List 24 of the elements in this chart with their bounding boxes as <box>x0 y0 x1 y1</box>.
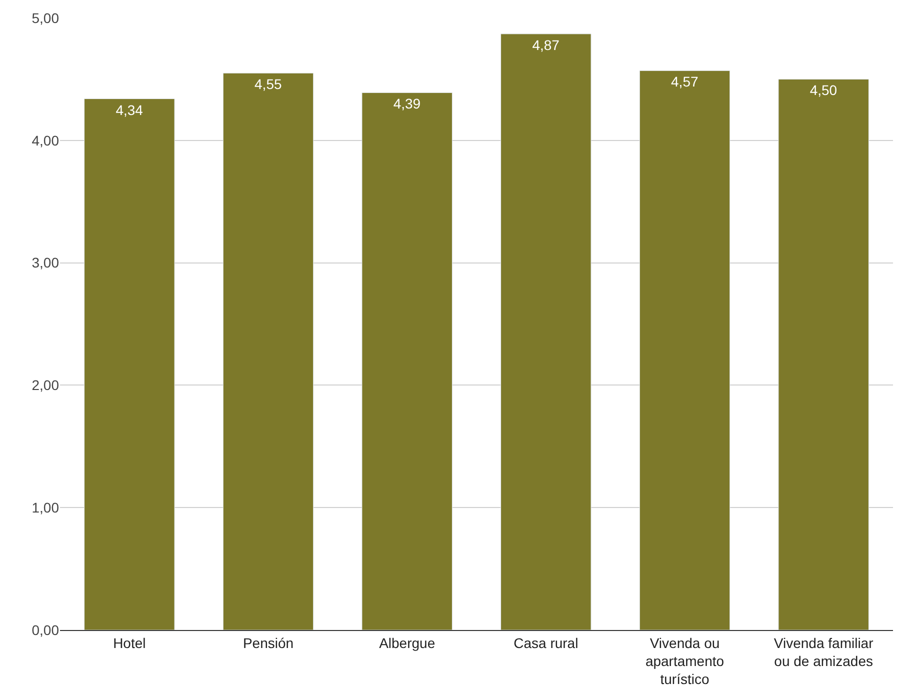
bar <box>778 78 869 630</box>
bar <box>84 98 175 630</box>
y-tick-label: 5,00 <box>32 10 60 26</box>
x-tick-label: Vivenda familiar ou de amizades <box>774 634 874 669</box>
x-tick-label: Casa rural <box>514 634 578 651</box>
y-tick-label: 4,00 <box>32 132 60 148</box>
x-tick-label: Vivenda ou apartamento turístico <box>645 634 724 688</box>
x-tick-label: Hotel <box>113 634 146 651</box>
bar <box>639 70 730 630</box>
data-label: 4,87 <box>532 36 560 53</box>
data-label: 4,34 <box>116 102 144 118</box>
y-tick-label: 2,00 <box>32 377 60 394</box>
data-label: 4,55 <box>254 76 282 92</box>
y-tick-label: 3,00 <box>32 254 60 271</box>
data-label: 4,39 <box>393 96 421 112</box>
x-tick-label: Albergue <box>379 634 436 651</box>
data-label: 4,57 <box>671 74 698 90</box>
x-tick-label: Pensión <box>242 634 294 651</box>
bar <box>362 92 452 630</box>
y-tick-label: 0,00 <box>32 622 60 638</box>
data-label: 4,50 <box>810 82 838 98</box>
bar <box>222 72 314 630</box>
bar <box>500 34 592 630</box>
y-tick-label: 1,00 <box>32 500 60 516</box>
